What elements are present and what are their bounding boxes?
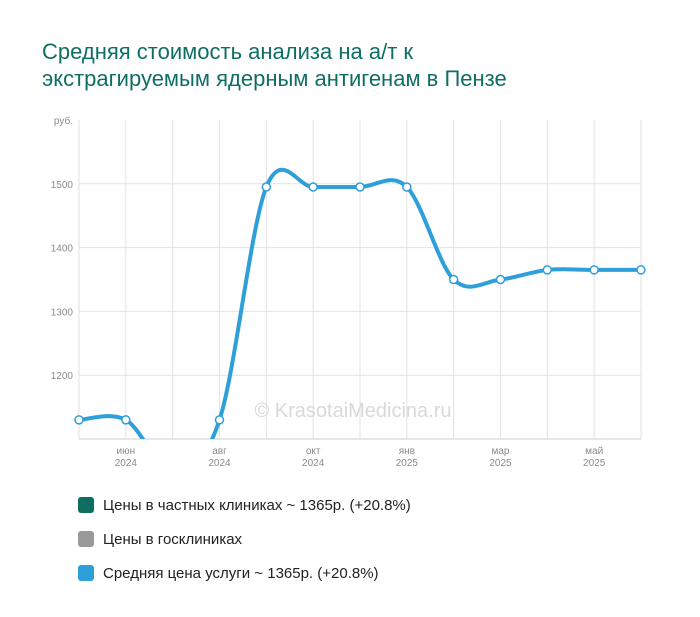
data-point[interactable] [355, 182, 365, 192]
legend-item-public-clinics[interactable]: Цены в госклиниках [78, 522, 411, 556]
data-point[interactable] [636, 265, 646, 275]
data-point[interactable] [74, 415, 84, 425]
data-point[interactable] [448, 274, 459, 285]
chart-title: Средняя стоимость анализа на а/т к экстр… [42, 38, 662, 92]
data-point[interactable] [261, 182, 272, 192]
x-tick-label-month: янв [399, 446, 415, 457]
data-point[interactable] [402, 182, 412, 192]
series-line-average-price [79, 167, 641, 439]
y-tick-label: 1500 [51, 180, 74, 191]
data-point[interactable] [214, 415, 225, 425]
y-unit-label: руб. [54, 115, 73, 127]
grid [78, 120, 642, 440]
legend: Цены в частных клиниках ~ 1365р. (+20.8%… [78, 488, 411, 590]
legend-item-private-clinics[interactable]: Цены в частных клиниках ~ 1365р. (+20.8%… [78, 488, 411, 522]
chart-title-line-1: Средняя стоимость анализа на а/т к [42, 39, 414, 64]
watermark: © KrasotaiMedicina.ru [254, 400, 451, 422]
legend-swatch-average [78, 565, 94, 581]
legend-swatch-private [78, 497, 94, 513]
x-tick-label-year: 2025 [396, 458, 419, 469]
x-tick-label-year: 2025 [583, 458, 606, 469]
x-tick-label-year: 2024 [302, 458, 325, 469]
y-tick-label: 1300 [51, 307, 74, 318]
y-tick-label: 1200 [51, 371, 74, 382]
series-markers [74, 182, 646, 425]
data-point[interactable] [589, 265, 599, 275]
x-tick-label-year: 2025 [489, 458, 512, 469]
x-tick-label-month: июн [117, 446, 136, 457]
x-tick-label-month: окт [306, 446, 321, 457]
legend-swatch-public [78, 531, 94, 547]
x-axis-ticks: июн2024авг2024окт2024янв2025мар2025май20… [115, 446, 606, 469]
y-tick-label: 1400 [51, 244, 74, 255]
x-tick-label-month: авг [212, 446, 227, 457]
legend-label-public: Цены в госклиниках [103, 530, 243, 548]
x-tick-label-year: 2024 [115, 458, 138, 469]
y-axis-ticks: 1200 1300 1400 1500 [51, 180, 74, 382]
data-point[interactable] [495, 274, 506, 285]
data-point[interactable] [308, 182, 318, 192]
x-tick-label-month: мар [492, 446, 510, 457]
x-tick-label-month: май [585, 446, 603, 457]
x-tick-label-year: 2024 [208, 458, 231, 469]
legend-label-average: Средняя цена услуги ~ 1365р. (+20.8%) [103, 564, 379, 582]
data-point[interactable] [121, 415, 131, 425]
data-point[interactable] [542, 265, 553, 275]
legend-item-average-price[interactable]: Средняя цена услуги ~ 1365р. (+20.8%) [78, 556, 411, 590]
legend-label-private: Цены в частных клиниках ~ 1365р. (+20.8%… [103, 496, 411, 514]
chart-title-line-2: экстрагируемым ядерным антигенам в Пензе [42, 66, 507, 91]
